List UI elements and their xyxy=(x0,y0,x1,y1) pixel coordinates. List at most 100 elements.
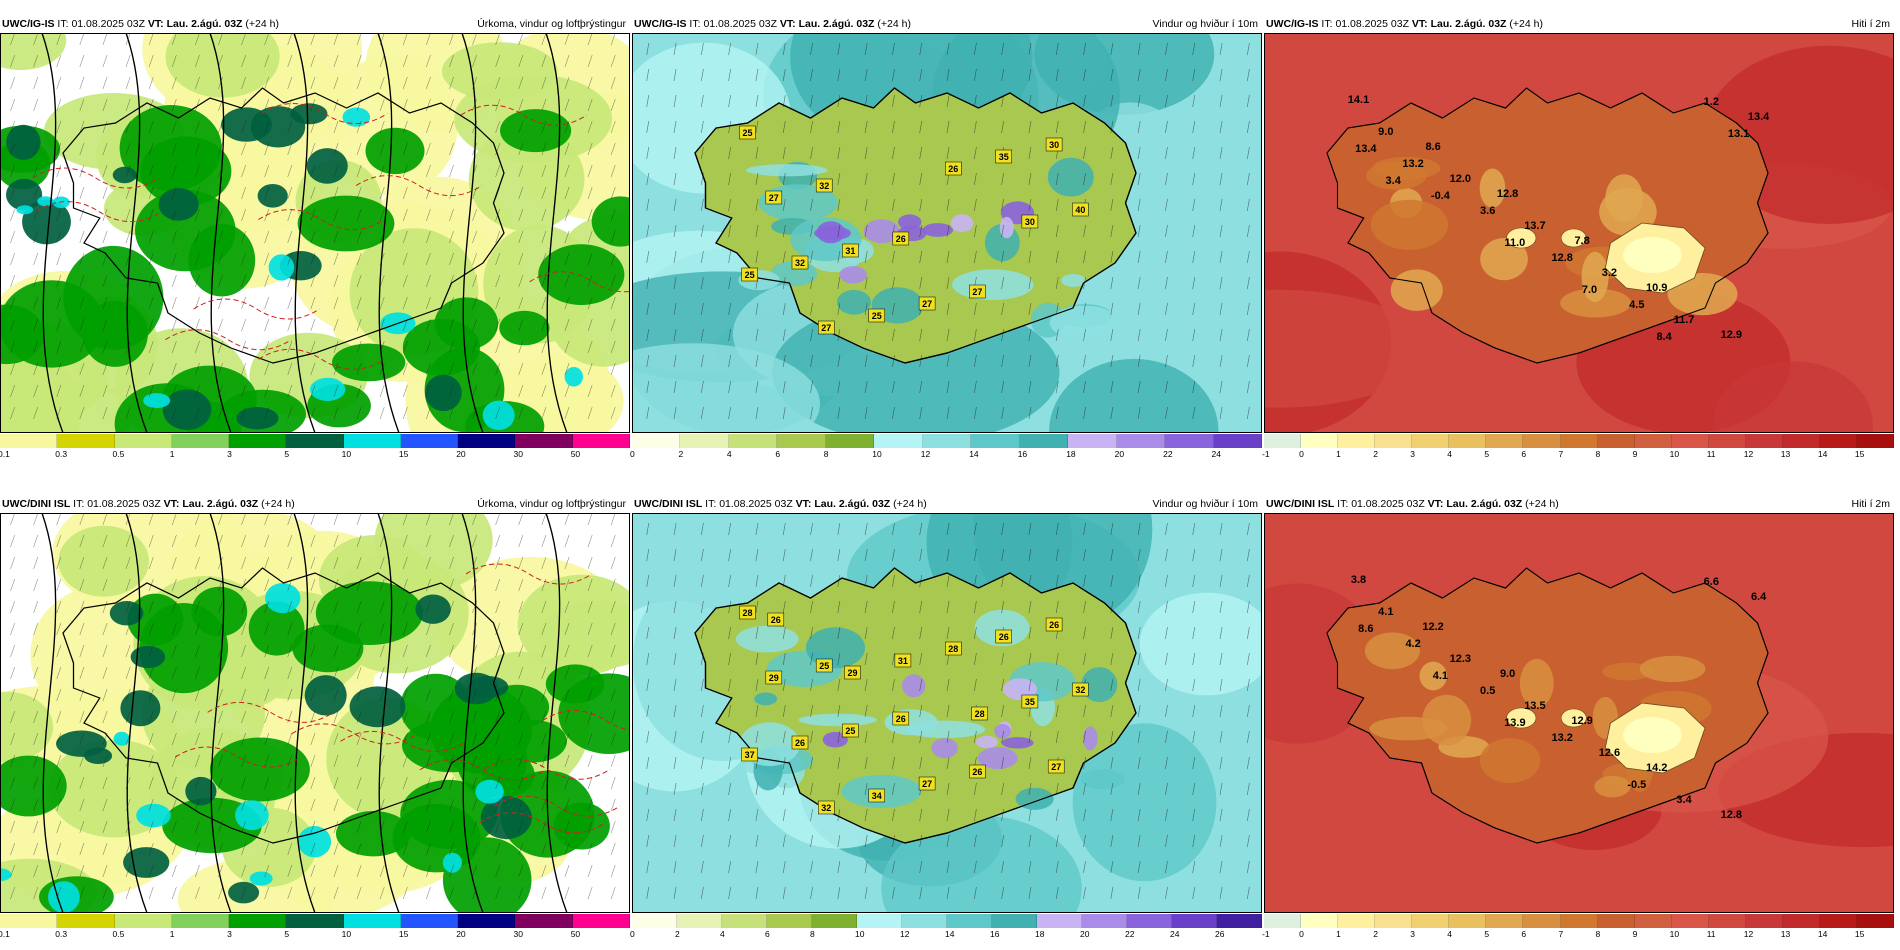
temp-value-label: 7.0 xyxy=(1582,284,1597,296)
gust-label: 35 xyxy=(1025,697,1035,707)
gust-label-box xyxy=(842,243,859,258)
precip-map-svg xyxy=(0,33,630,433)
legend-tick-label: 16 xyxy=(990,929,1000,939)
temp-value-label: 12.6 xyxy=(1599,747,1620,759)
legend-tick-label: 20 xyxy=(1114,449,1125,459)
gust-label-box xyxy=(918,296,936,311)
valid-time-value: Lau. 2.ágú. 03Z xyxy=(166,18,243,30)
color-legend: -1 0 1 2 3 4 5 6 7 8 9 10 11 12 13 14 15 xyxy=(1262,434,1895,459)
legend-swatch xyxy=(343,914,401,928)
valid-time-label: VT: xyxy=(795,498,812,510)
gust-label: 26 xyxy=(896,234,906,244)
legend-tick-label: -1 xyxy=(1262,449,1270,459)
legend-swatch xyxy=(1172,914,1217,928)
legend-swatch xyxy=(171,914,230,928)
legend-labels: -1 0 1 2 3 4 5 6 7 8 9 10 11 12 13 14 15 xyxy=(1262,449,1894,459)
legend-tick-label: 12 xyxy=(1743,929,1754,939)
legend-tick-label: 15 xyxy=(1854,929,1865,939)
legend-swatch xyxy=(286,914,344,928)
legend-swatch xyxy=(1857,914,1895,928)
legend-swatch xyxy=(1819,914,1857,928)
legend-swatch xyxy=(1486,434,1524,448)
legend-swatch xyxy=(1019,434,1069,448)
legend-tick-label: 14 xyxy=(1817,449,1828,459)
lead-time: (+24 h) xyxy=(1525,498,1559,510)
init-time-label: IT: xyxy=(1337,498,1349,510)
legend-swatch xyxy=(458,914,516,928)
valid-time-label: VT: xyxy=(147,18,164,30)
model-name: UWC/DINI ISL xyxy=(1266,498,1335,510)
gust-label-box xyxy=(1072,202,1089,217)
legend-tick-label: 0 xyxy=(630,449,635,459)
legend-tick-label: 10 xyxy=(341,449,352,459)
legend-tick-label: 12 xyxy=(900,929,910,939)
gust-label-box xyxy=(818,800,835,815)
panel-run-info: UWC/DINI ISL IT: 01.08.2025 03Z VT: Lau.… xyxy=(1266,496,1559,512)
legend-tick-label: 0.1 xyxy=(0,929,10,939)
gust-label: 26 xyxy=(972,767,982,777)
legend-swatch xyxy=(1217,914,1262,928)
gust-label: 27 xyxy=(922,299,932,309)
temp-value-label: 4.1 xyxy=(1378,606,1393,618)
legend-swatch xyxy=(171,434,230,448)
legend-tick-label: 8 xyxy=(1595,929,1601,939)
legend-swatch xyxy=(1634,914,1672,928)
gust-label: 37 xyxy=(745,750,755,760)
gust-label-box xyxy=(739,125,756,140)
color-legend: -1 0 1 2 3 4 5 6 7 8 9 10 11 12 13 14 15 xyxy=(1262,914,1895,939)
gust-label: 29 xyxy=(769,673,779,683)
legend-tick-label: 15 xyxy=(1854,449,1865,459)
gust-label: 32 xyxy=(1075,685,1085,695)
legend-tick-label: 0 xyxy=(1299,929,1304,939)
gust-label: 28 xyxy=(742,608,752,618)
legend-tick-label: 12 xyxy=(1743,449,1754,459)
temp-value-label: 3.8 xyxy=(1351,574,1366,586)
legend-swatch xyxy=(632,434,681,448)
legend-swatch xyxy=(1523,914,1561,928)
gust-label: 25 xyxy=(845,726,855,736)
gust-label: 25 xyxy=(742,128,752,138)
temp-panel: UWC/DINI ISL IT: 01.08.2025 03Z VT: Lau.… xyxy=(1262,496,1895,941)
legend-tick-label: 14 xyxy=(1817,929,1828,939)
model-name: UWC/DINI ISL xyxy=(2,498,71,510)
legend-tick-label: 5 xyxy=(1484,929,1490,939)
temp-value-label: 12.9 xyxy=(1721,329,1742,341)
panel-run-info: UWC/IG-IS IT: 01.08.2025 03Z VT: Lau. 2.… xyxy=(2,16,279,32)
gust-label: 31 xyxy=(898,656,908,666)
lead-time: (+24 h) xyxy=(877,18,911,30)
wind-map-svg: 28 25 26 26 26 29 25 27 26 32 26 34 28 35 37 32 31 28 27 26… xyxy=(632,513,1262,913)
legend-swatch xyxy=(677,914,722,928)
legend-labels: 0.1 0.3 0.5 1 3 5 10 15 20 30 50 xyxy=(0,449,630,459)
temp-panel: UWC/IG-IS IT: 01.08.2025 03Z VT: Lau. 2.… xyxy=(1262,16,1895,461)
legend-tick-label: 3 xyxy=(227,929,232,939)
valid-time-label: VT: xyxy=(1411,18,1428,30)
init-time-value: 01.08.2025 03Z xyxy=(1351,498,1425,510)
legend-tick-label: 15 xyxy=(398,449,409,459)
legend-tick-label: 20 xyxy=(456,929,466,939)
legend-swatch xyxy=(1338,914,1376,928)
gust-label-box xyxy=(844,665,861,680)
valid-time-value: Lau. 2.ágú. 03Z xyxy=(1430,18,1507,30)
legend-swatch xyxy=(0,914,58,928)
temp-value-label: 4.5 xyxy=(1629,299,1644,311)
legend-tick-label: 7 xyxy=(1558,929,1564,939)
legend-swatch xyxy=(1745,434,1783,448)
temp-value-label: 12.0 xyxy=(1450,173,1471,185)
legend-swatch xyxy=(1375,434,1413,448)
gust-label: 26 xyxy=(1049,620,1059,630)
temp-value-label: 13.9 xyxy=(1504,717,1525,729)
legend-tick-label: 9 xyxy=(1632,929,1638,939)
lead-time: (+24 h) xyxy=(245,18,279,30)
gust-label-box xyxy=(1021,214,1039,229)
legend-swatch xyxy=(1082,914,1127,928)
gust-label-box xyxy=(741,267,758,282)
lead-time: (+24 h) xyxy=(261,498,295,510)
wind-map: 25 32 26 27 30 27 31 27 35 40 32 25 26 30 25 27 xyxy=(632,33,1262,433)
gust-label: 40 xyxy=(1075,205,1085,215)
legend-swatch xyxy=(1449,434,1487,448)
legend-tick-label: 4 xyxy=(720,929,725,939)
temp-value-label: 6.6 xyxy=(1704,576,1719,588)
panel-run-info: UWC/IG-IS IT: 01.08.2025 03Z VT: Lau. 2.… xyxy=(1266,16,1543,32)
color-legend: 0.1 0.3 0.5 1 3 5 10 15 20 30 50 xyxy=(0,914,630,939)
legend-tick-label: 3 xyxy=(1410,449,1415,459)
